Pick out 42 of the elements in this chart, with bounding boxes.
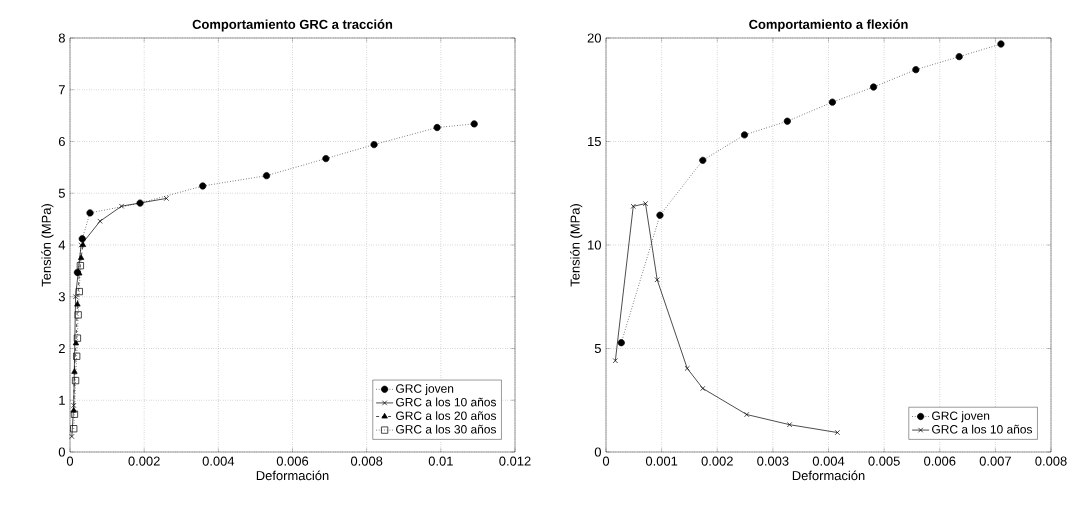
legend-label: GRC joven [932, 411, 990, 423]
legend-label: GRC joven [396, 384, 454, 396]
legend-label: GRC a los 10 años [396, 397, 497, 407]
y-tick-label: 8 [58, 33, 65, 43]
y-tick-label: 15 [588, 136, 601, 147]
x-tick-label: 0.012 [499, 456, 531, 466]
y-axis-title: Tensión (MPa) [570, 204, 583, 287]
legend-label: GRC a los 20 años [396, 411, 497, 420]
y-tick-label: 4 [58, 240, 66, 250]
chart-title: Comportamiento a flexión [749, 19, 908, 32]
legend-label: GRC a los 30 años [396, 424, 497, 434]
x-tick-label: 0 [602, 456, 610, 466]
y-tick-label: 3 [58, 292, 65, 302]
x-tick-label: 0.01 [428, 456, 453, 466]
x-tick-label: 0.005 [868, 456, 900, 466]
x-tick-label: 0 [66, 456, 74, 466]
chart-title: Comportamiento GRC a tracción [192, 19, 393, 32]
legend-label: GRC a los 10 años [932, 424, 1033, 434]
x-tick-label: 0.008 [350, 456, 383, 466]
x-axis-title: Deformación [256, 470, 329, 481]
x-tick-label: 0.004 [812, 456, 845, 466]
x-tick-label: 0.001 [645, 456, 678, 466]
x-tick-label: 0.008 [1035, 456, 1067, 466]
y-tick-label: 1 [59, 395, 65, 405]
y-tick-label: 5 [594, 343, 601, 354]
y-tick-label: 0 [594, 447, 601, 457]
y-tick-label: 5 [58, 188, 65, 198]
x-tick-label: 0.006 [924, 456, 956, 466]
x-tick-label: 0.002 [701, 456, 733, 466]
y-tick-label: 7 [58, 85, 65, 95]
y-tick-label: 2 [58, 343, 65, 354]
y-tick-label: 6 [58, 136, 65, 147]
x-tick-label: 0.004 [202, 456, 235, 466]
x-tick-label: 0.002 [128, 456, 160, 466]
y-tick-label: 20 [587, 33, 601, 43]
y-axis-title: Tensión (MPa) [41, 204, 54, 287]
x-tick-label: 0.003 [757, 456, 789, 466]
x-tick-label: 0.007 [979, 456, 1011, 466]
x-axis-title: Deformación [792, 470, 865, 481]
y-tick-label: 0 [58, 447, 65, 457]
x-tick-label: 0.006 [276, 456, 309, 466]
y-tick-label: 10 [588, 240, 601, 250]
